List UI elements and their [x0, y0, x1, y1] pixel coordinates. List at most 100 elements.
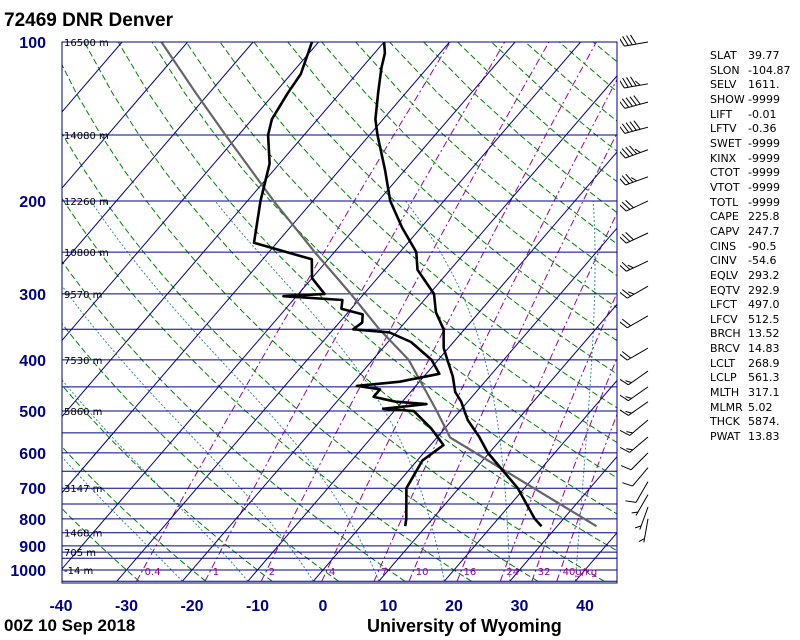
index-value: -9999 — [748, 166, 780, 180]
barb-feather — [633, 120, 641, 130]
y-tick-labels: 100 200 300 400 500 600 700 800 900 1000 — [10, 35, 46, 580]
barb-feather — [622, 482, 633, 487]
barb-feather — [625, 199, 634, 209]
barb-feather — [622, 36, 629, 46]
index-key: THCK — [710, 415, 740, 429]
dry-adiabat — [287, 42, 617, 342]
isobars — [62, 42, 617, 582]
index-key: SHOW — [710, 92, 745, 106]
parcel-trace — [160, 42, 598, 528]
wind-barb — [620, 34, 649, 47]
index-row: SLAT 39.77 — [710, 49, 790, 64]
sounding-indices: SLAT 39.77 SLON -104.87 SELV 1611. SHOW -9999 LI… — [710, 49, 790, 445]
index-key: LCLP — [710, 371, 737, 385]
index-key: LFCT — [710, 298, 737, 312]
x-tick-labels: -40 -30 -20 -10 0 10 20 30 40 — [49, 598, 594, 615]
wind-barb — [622, 467, 649, 487]
isotherm-line — [0, 42, 57, 581]
index-value: 39.77 — [748, 49, 780, 62]
x-tick-label: 30 — [511, 598, 529, 615]
x-tick-label: 20 — [445, 598, 463, 615]
barb-feather — [625, 396, 632, 399]
plot-area — [0, 42, 617, 582]
index-key: CINV — [710, 254, 737, 268]
barb-feather — [625, 410, 632, 414]
wind-barbs — [620, 34, 649, 543]
mixing-ratio-label: 7 — [381, 567, 387, 578]
y-tick-label: 400 — [19, 353, 46, 370]
index-value: -104.87 — [748, 63, 791, 77]
index-key: BRCV — [710, 342, 740, 356]
height-label: 5860 m — [64, 407, 102, 418]
wind-barb — [620, 452, 649, 471]
wind-barb — [620, 386, 649, 402]
height-labels: 16500 m 14080 m 12260 m 10800 m 9570 m 7530 m… — [64, 38, 109, 577]
index-value: 293.2 — [748, 268, 780, 282]
x-tick-label: -40 — [49, 598, 72, 615]
index-key: TOTL — [710, 195, 739, 209]
isotherm-line — [62, 42, 385, 418]
height-label: 12260 m — [64, 197, 109, 208]
mixing-ratio-label: 32 — [538, 567, 551, 578]
dry-adiabat — [62, 197, 472, 582]
wind-barb — [625, 481, 649, 503]
index-row: BRCH 13.52 — [710, 327, 790, 342]
index-value: 247.7 — [748, 224, 780, 238]
y-tick-label: 600 — [19, 446, 46, 463]
x-tick-label: -30 — [115, 598, 138, 615]
barb-feather — [625, 380, 632, 384]
height-label: 7530 m — [64, 356, 102, 367]
moist-adiabat — [574, 200, 596, 582]
wind-barb — [620, 315, 649, 329]
index-value: 225.8 — [748, 210, 780, 224]
height-label: 3147 m — [64, 484, 102, 495]
barb-staff — [635, 494, 649, 516]
index-value: 292.9 — [748, 283, 780, 297]
index-row: LFCT 497.0 — [710, 298, 790, 313]
wind-barb — [620, 95, 649, 109]
dry-adiabat — [62, 260, 406, 582]
mixing-ratio-label: 0.4 — [145, 567, 161, 578]
barb-feather — [620, 353, 628, 361]
barb-feather — [625, 146, 634, 156]
barb-staff — [624, 101, 649, 109]
index-row: VTOT -9999 — [710, 181, 790, 196]
y-tick-label: 800 — [19, 512, 46, 529]
index-key: SELV — [710, 78, 737, 92]
wind-barb — [620, 232, 649, 244]
data-credit: University of Wyoming — [367, 616, 562, 636]
barb-feather — [621, 98, 630, 108]
plot-frame — [61, 41, 618, 584]
isotherm-line — [509, 455, 617, 582]
barb-feather — [621, 351, 631, 359]
barb-feather — [625, 173, 634, 183]
wind-barb — [620, 401, 649, 416]
barb-feather — [621, 201, 631, 210]
isotherm-line — [62, 42, 319, 342]
barb-staff — [630, 452, 649, 471]
index-row: CINV -54.6 — [710, 254, 790, 269]
dry-adiabat — [117, 42, 617, 515]
index-key: EQLV — [710, 268, 739, 282]
mixing-ratio-label: 16 — [463, 567, 476, 578]
index-value: 5.02 — [748, 400, 773, 414]
index-value: 512.5 — [748, 312, 780, 326]
height-label: 705 m — [64, 548, 96, 559]
barb-staff — [624, 126, 649, 134]
barb-feather — [620, 178, 626, 186]
barb-feather — [634, 148, 641, 153]
mixing-ratio-label: 4 — [329, 567, 335, 578]
dry-adiabat — [185, 42, 617, 444]
barb-feather — [626, 35, 633, 46]
dry-adiabat — [62, 384, 273, 582]
dry-adiabat — [253, 42, 617, 375]
index-value: -9999 — [748, 92, 780, 106]
index-row: SHOW -9999 — [710, 93, 790, 108]
mixing-ratio-line — [556, 413, 617, 582]
moist-adiabat — [62, 284, 314, 582]
height-label: 1468 m — [64, 529, 102, 540]
barb-feather — [620, 321, 628, 329]
dry-adiabat — [62, 132, 539, 582]
height-label: 10800 m — [64, 248, 109, 259]
index-value: 1611. — [748, 78, 780, 92]
